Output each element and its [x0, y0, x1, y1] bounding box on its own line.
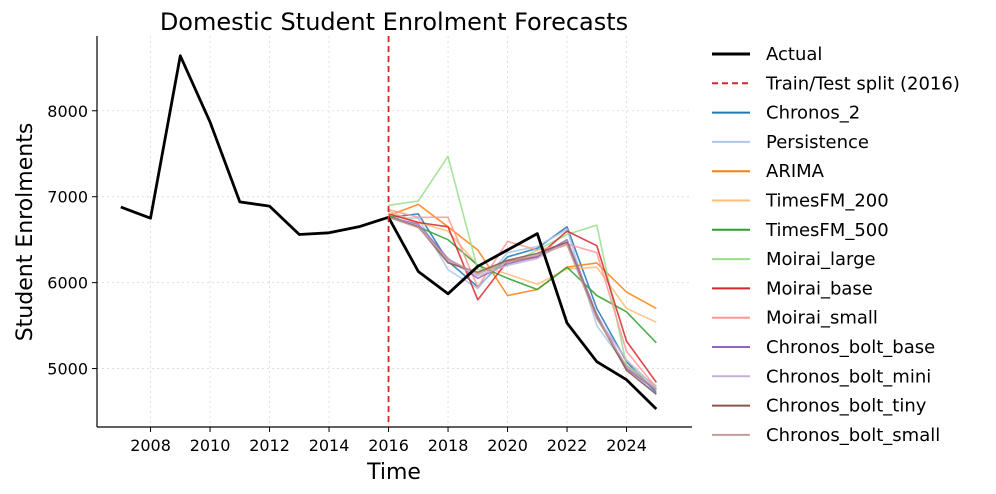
- y-tick-label: 6000: [47, 274, 88, 293]
- y-tick-label: 7000: [47, 188, 88, 207]
- grid-lines: [97, 36, 692, 427]
- x-tick-label: 2022: [547, 436, 588, 455]
- series-line-moirai-small: [388, 208, 657, 389]
- legend-label-chronos-bolt-small: Chronos_bolt_small: [766, 425, 940, 446]
- legend-label-timesfm-200: TimesFM_200: [765, 191, 889, 212]
- legend-label-chronos-bolt-mini: Chronos_bolt_mini: [766, 366, 931, 387]
- y-ticks: 5000 6000 7000 8000: [47, 102, 97, 379]
- legend-label-actual: Actual: [766, 44, 822, 65]
- series-line-chronos-bolt-small: [388, 216, 657, 390]
- y-axis-label: Student Enrolments: [13, 123, 38, 342]
- x-tick-label: 2012: [249, 436, 290, 455]
- legend-label-chronos-bolt-tiny: Chronos_bolt_tiny: [766, 396, 927, 417]
- series-line-chronos-2: [388, 213, 657, 394]
- x-ticks: 2008 2010 2012 2014 2016 2018 2020 2022 2024: [130, 427, 647, 455]
- legend-label-moirai-base: Moirai_base: [766, 278, 873, 299]
- legend-label-timesfm-500: TimesFM_500: [765, 220, 889, 241]
- legend-label-moirai-small: Moirai_small: [766, 308, 878, 329]
- x-tick-label: 2020: [487, 436, 528, 455]
- y-tick-label: 5000: [47, 360, 88, 379]
- x-axis-label: Time: [366, 460, 421, 485]
- legend: Actual Train/Test split (2016) Chronos_2 Pe…: [712, 44, 960, 446]
- legend-label-moirai-large: Moirai_large: [766, 249, 876, 270]
- chart-title: Domestic Student Enrolment Forecasts: [160, 8, 628, 36]
- x-tick-label: 2024: [606, 436, 647, 455]
- legend-label-chronos-bolt-base: Chronos_bolt_base: [766, 337, 935, 358]
- x-tick-label: 2018: [428, 436, 469, 455]
- x-tick-label: 2014: [309, 436, 350, 455]
- x-tick-label: 2010: [190, 436, 231, 455]
- x-tick-label: 2008: [130, 436, 171, 455]
- legend-label-persistence: Persistence: [766, 132, 869, 153]
- series-line-arima: [388, 203, 657, 310]
- legend-label-chronos-2: Chronos_2: [766, 103, 860, 124]
- y-tick-label: 8000: [47, 102, 88, 121]
- legend-label-arima: ARIMA: [766, 161, 825, 182]
- legend-label-train-test-split-2016-: Train/Test split (2016): [765, 73, 960, 94]
- x-tick-label: 2016: [368, 436, 409, 455]
- series-line-timesfm-200: [388, 210, 657, 323]
